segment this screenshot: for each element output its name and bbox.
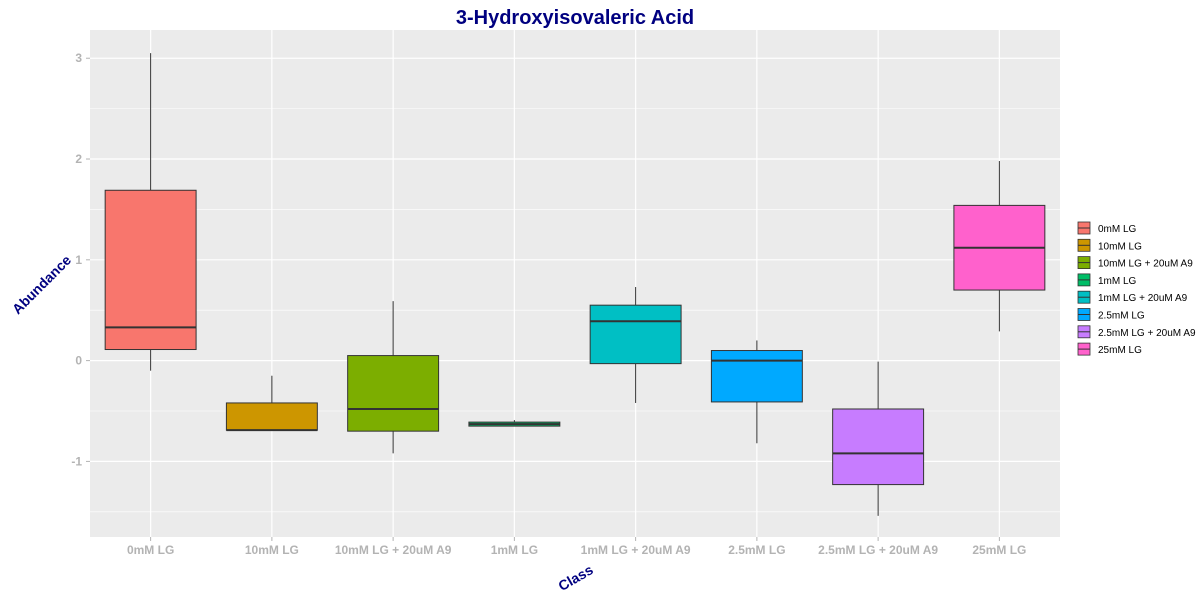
legend-item: 0mM LG — [1077, 221, 1137, 235]
box-0mm-lg — [104, 53, 197, 371]
y-axis: 3 2 1 0 -1 — [71, 51, 90, 468]
box-10mm-lg-20um-a9 — [347, 301, 440, 454]
legend-label: 1mM LG + 20uM A9 — [1098, 293, 1188, 304]
legend-label: 25mM LG — [1098, 345, 1142, 356]
x-tick-label: 0mM LG — [127, 543, 174, 557]
box-1mm-lg-20um-a9 — [589, 287, 682, 403]
x-tick-label: 2.5mM LG — [728, 543, 785, 557]
y-tick-label: 2 — [75, 152, 82, 166]
x-axis: 0mM LG 10mM LG 10mM LG + 20uM A9 1mM LG 1mM … — [127, 537, 1026, 557]
y-tick-label: 1 — [75, 253, 82, 267]
box-25mm-lg — [953, 161, 1046, 332]
box-2-5mm-lg-20um-a9 — [832, 361, 925, 516]
box-body — [710, 350, 803, 403]
legend-label: 10mM LG + 20uM A9 — [1098, 259, 1193, 270]
y-tick-label: -1 — [71, 454, 82, 468]
box-body — [225, 402, 318, 431]
x-tick-label: 10mM LG + 20uM A9 — [335, 543, 452, 557]
legend-item: 1mM LG — [1077, 273, 1137, 287]
y-tick-label: 0 — [75, 354, 82, 368]
legend-label: 2.5mM LG + 20uM A9 — [1098, 328, 1196, 339]
legend-item: 10mM LG — [1077, 238, 1142, 252]
chart-title: 3-Hydroxyisovaleric Acid — [456, 7, 694, 29]
legend: 0mM LG 10mM LG 10mM LG + 20uM A9 1mM LG 1mM … — [1077, 221, 1196, 356]
legend-label: 10mM LG — [1098, 241, 1142, 252]
legend-label: 2.5mM LG — [1098, 311, 1145, 322]
x-tick-label: 1mM LG — [491, 543, 538, 557]
box-10mm-lg — [225, 375, 318, 432]
legend-item: 1mM LG + 20uM A9 — [1077, 290, 1188, 304]
box-body — [104, 189, 197, 351]
legend-item: 10mM LG + 20uM A9 — [1077, 256, 1193, 270]
box-body — [589, 304, 682, 365]
legend-item: 25mM LG — [1077, 342, 1142, 356]
y-tick-label: 3 — [75, 51, 82, 65]
legend-label: 0mM LG — [1098, 224, 1137, 235]
box-1mm-lg — [468, 420, 561, 427]
legend-label: 1mM LG — [1098, 276, 1137, 287]
x-tick-label: 25mM LG — [972, 543, 1026, 557]
legend-item: 2.5mM LG + 20uM A9 — [1077, 325, 1196, 339]
x-tick-label: 2.5mM LG + 20uM A9 — [818, 543, 938, 557]
x-tick-label: 1mM LG + 20uM A9 — [581, 543, 691, 557]
box-body — [347, 355, 440, 432]
plot-area — [90, 30, 1060, 537]
box-2-5mm-lg — [710, 340, 803, 444]
legend-item: 2.5mM LG — [1077, 308, 1145, 322]
x-tick-label: 10mM LG — [245, 543, 299, 557]
box-body — [832, 408, 925, 486]
